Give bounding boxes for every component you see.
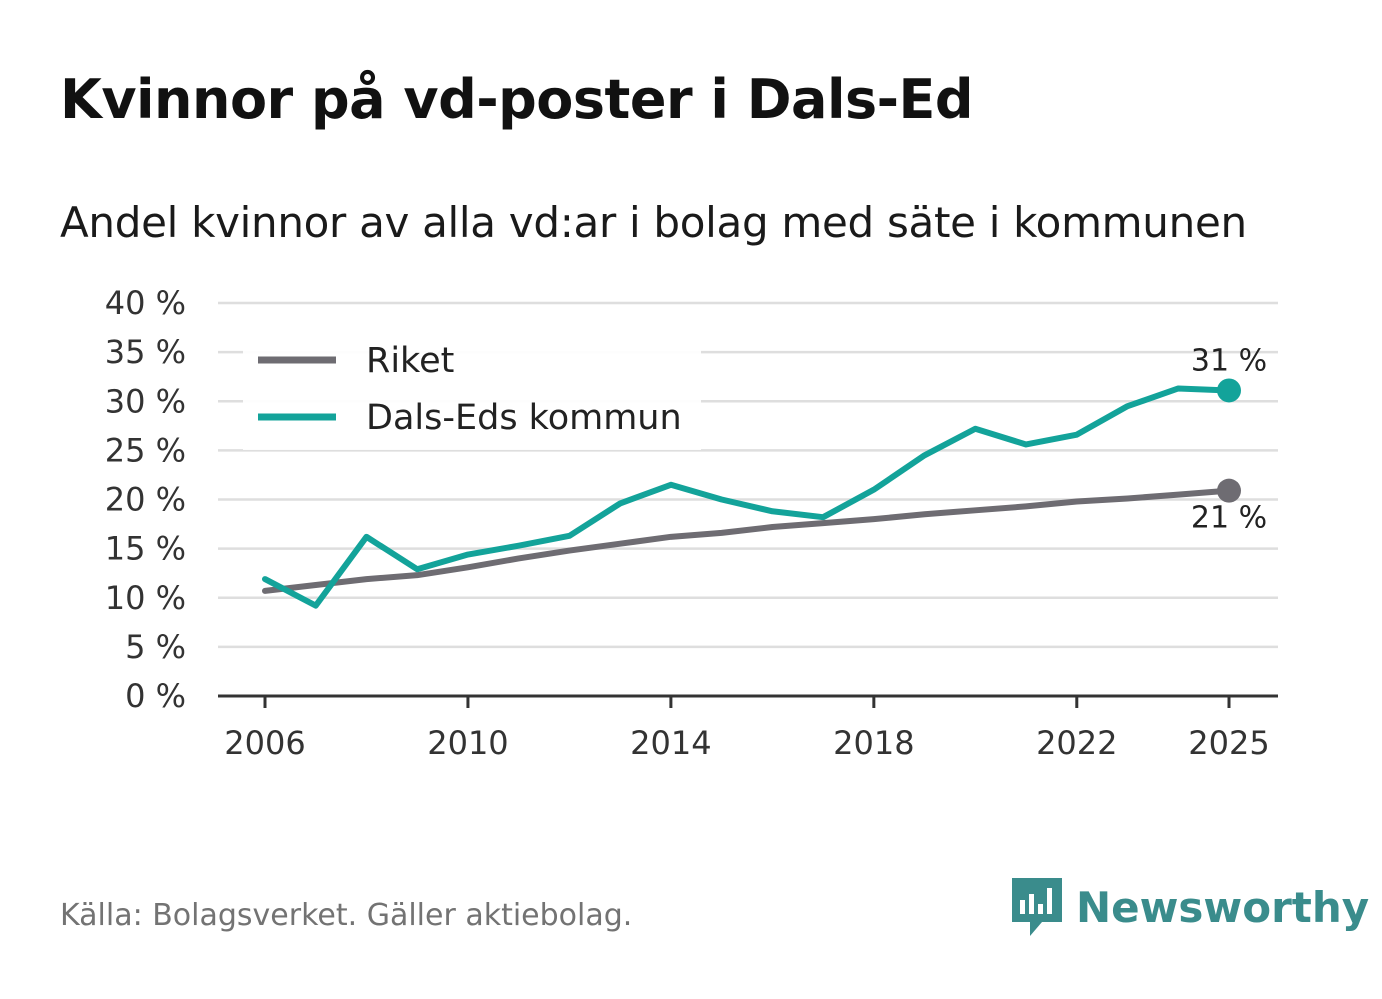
chart-title: Kvinnor på vd-poster i Dals-Ed <box>60 68 974 131</box>
newsworthy-logo-icon <box>1012 878 1062 936</box>
legend: Riket Dals-Eds kommun <box>243 330 701 450</box>
brand-name: Newsworthy <box>1076 882 1370 932</box>
end-marker-riket <box>1217 478 1241 503</box>
x-tick-label: 2010 <box>427 724 508 762</box>
x-tick-label: 2025 <box>1188 724 1269 762</box>
series-line-dals-ed <box>262 385 1232 609</box>
axes: 0 % 5 % 10 % 15 % 20 % 25 % 30 % 35 % 40 % 2006 20… <box>105 284 1278 762</box>
y-tick-label: 15 % <box>105 530 186 568</box>
series-line-riket <box>262 487 1232 594</box>
y-tick-label: 25 % <box>105 431 186 469</box>
brand-logo: Newsworthy <box>1010 876 1369 938</box>
chart-subtitle: Andel kvinnor av alla vd:ar i bolag med … <box>60 198 1247 247</box>
legend-background <box>243 330 701 450</box>
end-marker-dals-ed <box>1217 378 1241 403</box>
y-tick-label: 35 % <box>105 333 186 371</box>
y-tick-label: 10 % <box>105 579 186 617</box>
legend-label-riket: Riket <box>366 341 454 381</box>
x-tick-label: 2018 <box>833 724 914 762</box>
legend-label-dals-ed: Dals-Eds kommun <box>366 398 682 438</box>
x-tick-label: 2014 <box>630 724 711 762</box>
x-tick-label: 2022 <box>1036 724 1117 762</box>
y-tick-label: 40 % <box>105 284 186 322</box>
y-tick-label: 30 % <box>105 382 186 420</box>
y-tick-label: 0 % <box>125 677 186 715</box>
y-tick-label: 20 % <box>105 481 186 519</box>
x-tick-label: 2006 <box>224 724 305 762</box>
y-tick-label: 5 % <box>125 628 186 666</box>
end-label-dals-ed: 31 % <box>1191 343 1267 378</box>
series <box>262 378 1241 609</box>
end-label-riket: 21 % <box>1191 501 1267 536</box>
end-labels: 31 % 21 % <box>1191 343 1267 535</box>
source-note: Källa: Bolagsverket. Gäller aktiebolag. <box>60 898 633 933</box>
